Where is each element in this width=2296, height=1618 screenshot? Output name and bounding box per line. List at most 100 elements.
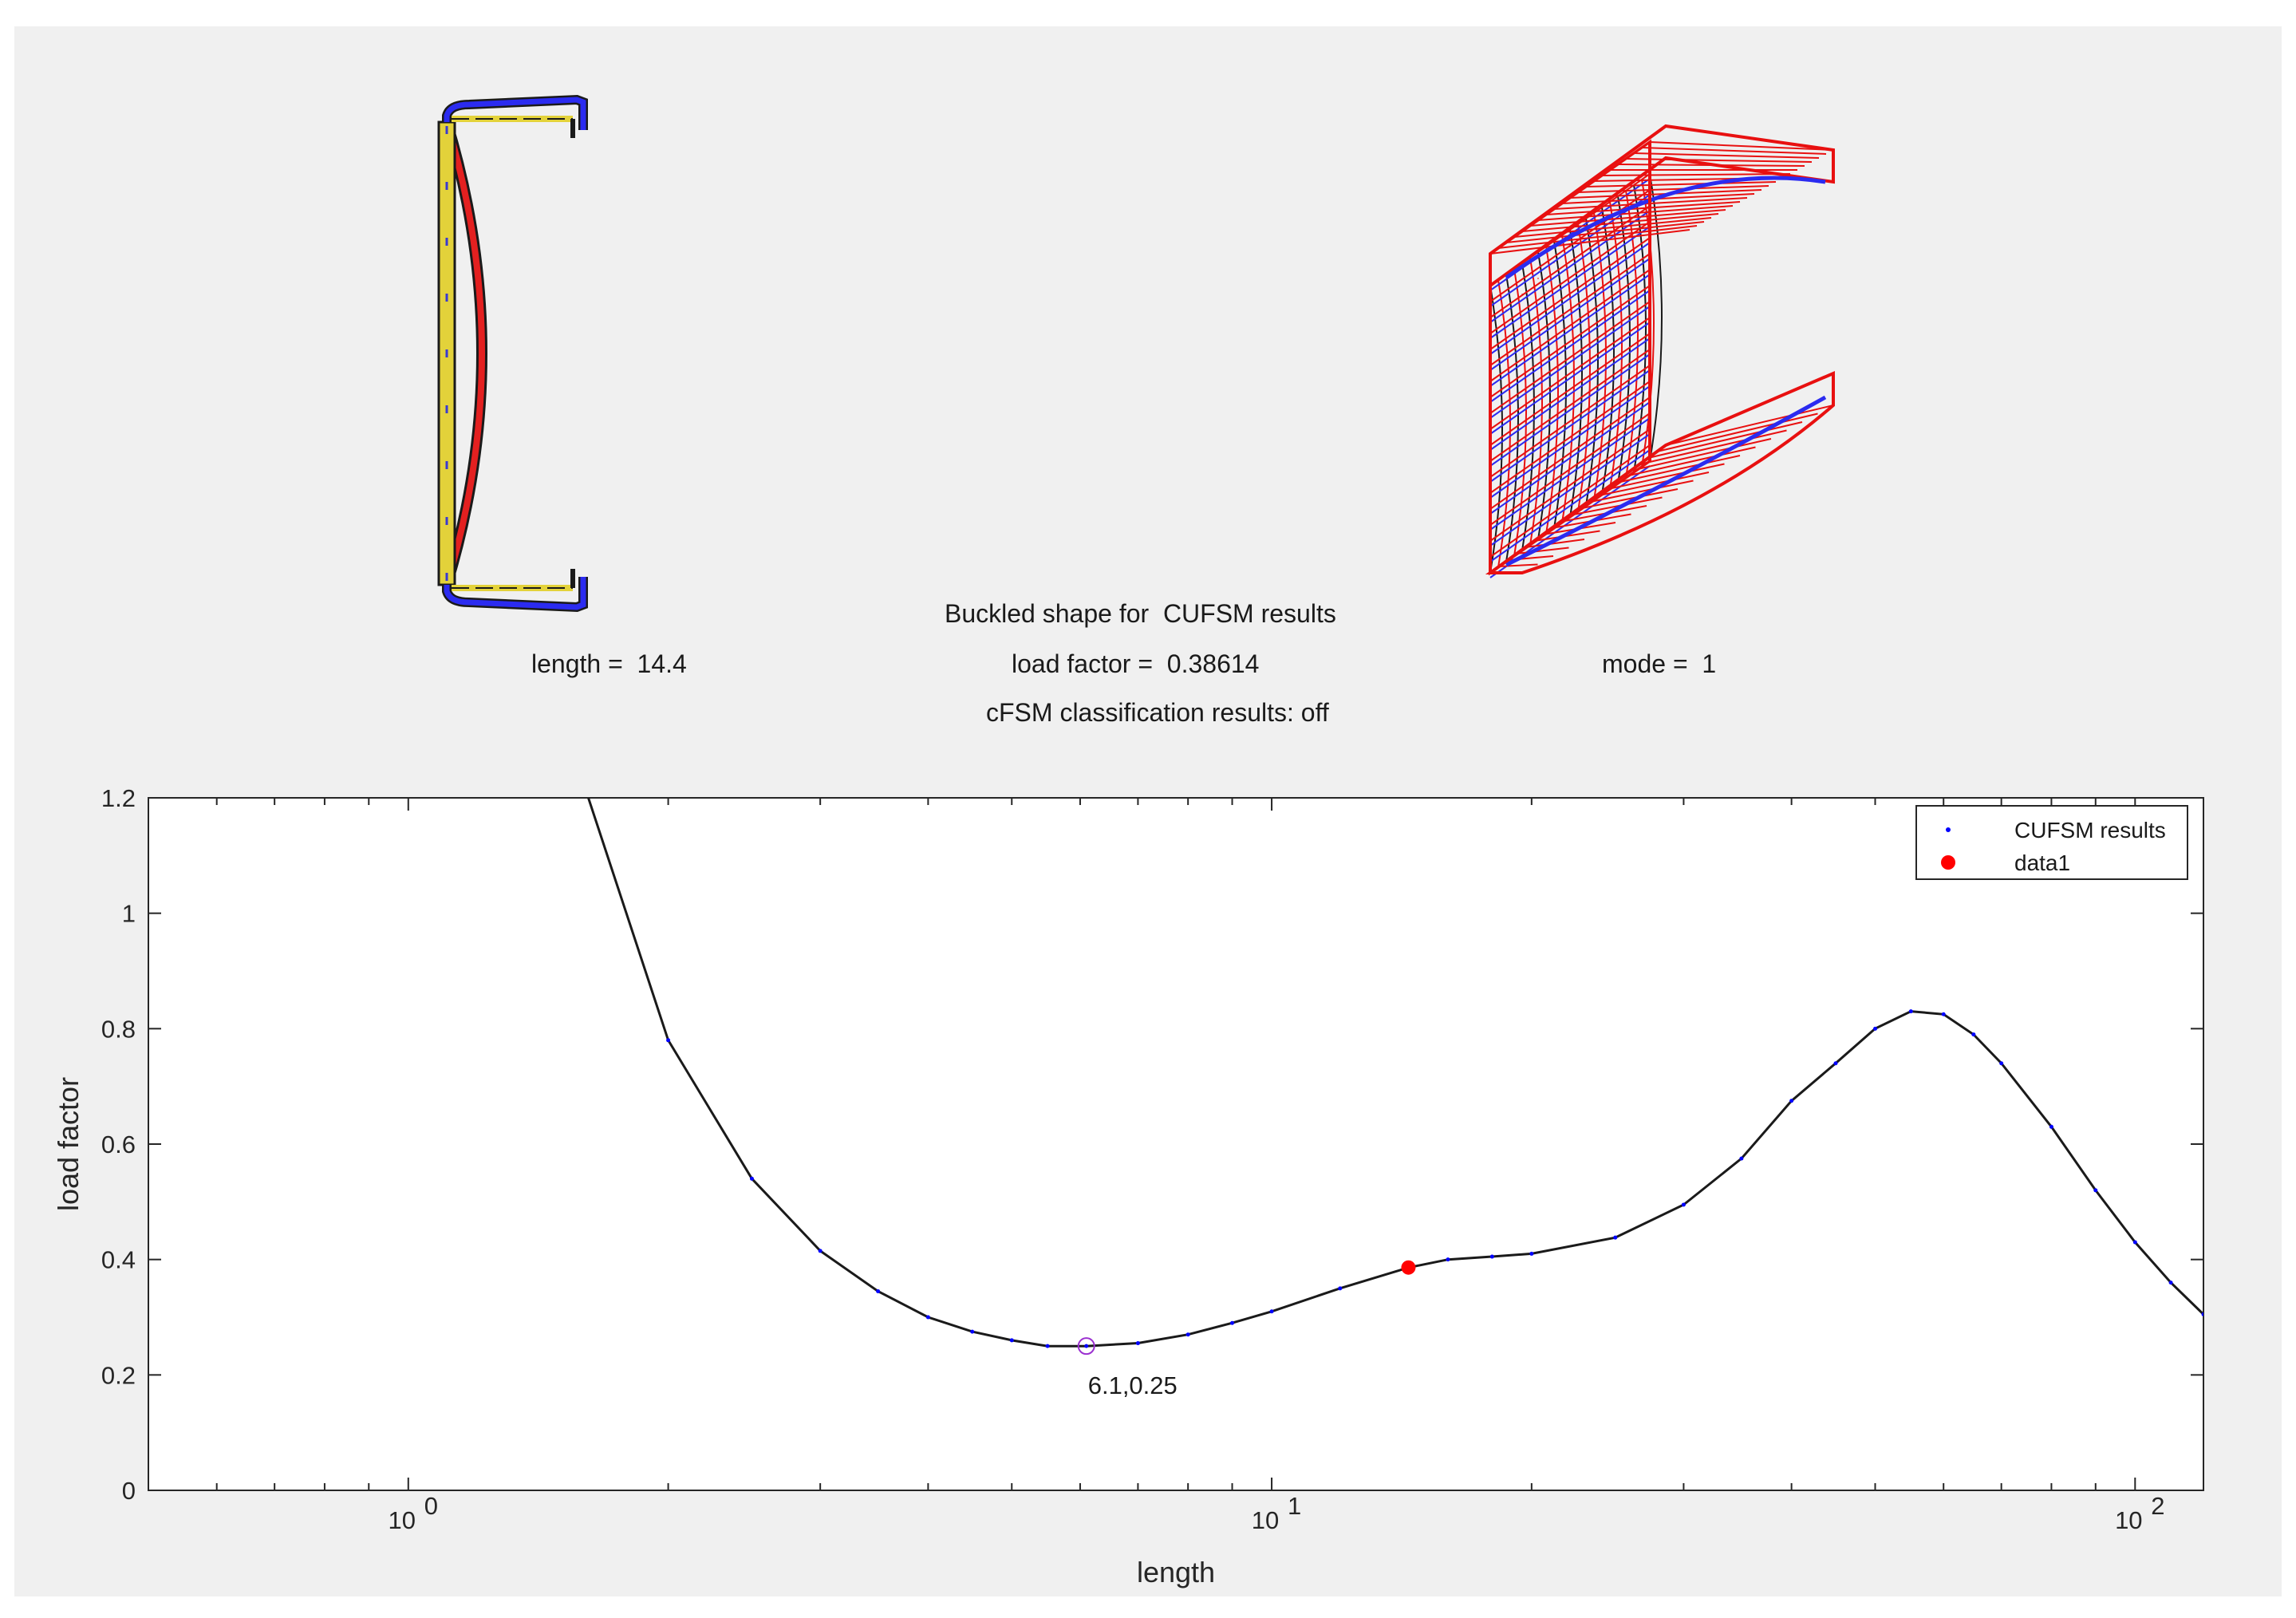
mesh-web-line (1489, 317, 1651, 430)
mesh-web-line (1537, 251, 1551, 540)
mode-readout: mode = 1 (1602, 649, 1717, 678)
minimum-marker (1077, 1337, 1095, 1356)
cufsm-results-point (1489, 1254, 1494, 1259)
legend-label-cufsm: CUFSM results (2014, 818, 2166, 843)
cufsm-results-point (666, 1038, 671, 1043)
mesh-web-line (1513, 268, 1527, 557)
mesh-flange-line (1521, 213, 1719, 232)
length-readout: length = 14.4 (531, 649, 687, 678)
mesh-flange-line (1529, 209, 1726, 227)
mesh-bottom-flange-line (1577, 488, 1679, 510)
mesh-flange-line (1641, 147, 1827, 155)
y-tick-label: 0 (122, 1477, 136, 1505)
x-tick-label: 10 (1252, 1506, 1279, 1534)
mesh-web-line (1489, 401, 1651, 515)
cufsm-results-point (1045, 1344, 1050, 1348)
mesh-web-line (1489, 417, 1651, 531)
y-tick-label: 0.6 (101, 1131, 136, 1158)
mesh-web-line (1489, 253, 1651, 366)
legend-label-data1: data1 (2014, 850, 2070, 875)
mesh-bottom-flange-line (1612, 455, 1741, 484)
data1-point (1401, 1260, 1416, 1275)
cufsm-results-line (586, 798, 2203, 1348)
buckled-web (444, 120, 485, 586)
mesh-bottom-flange-line (1656, 412, 1818, 452)
cufsm-results-point (1269, 1309, 1274, 1314)
cufsm-results-point (1789, 1099, 1794, 1103)
mesh-bottom-flange-line (1621, 446, 1756, 478)
mesh-flange-line (1537, 205, 1734, 221)
mesh-flange-line (1649, 141, 1834, 151)
cufsm-results-point (1873, 1026, 1878, 1031)
cufsm-results-point (1833, 1061, 1838, 1066)
mesh-web-line (1489, 189, 1651, 302)
mesh-web-line (1641, 179, 1655, 468)
cufsm-results-point (970, 1329, 975, 1334)
cufsm-results-point (2168, 1281, 2173, 1285)
mesh-bottom-flange-line (1568, 496, 1663, 516)
mesh-web-line (1489, 381, 1651, 494)
mesh-web-line (1489, 237, 1651, 350)
cufsm-results-point (2132, 1240, 2137, 1245)
legend: CUFSM results data1 (1915, 805, 2188, 880)
mesh-bottom-flange-line (1665, 404, 1834, 446)
cufsm-results-point (1009, 1338, 1014, 1343)
mesh-web-line (1577, 223, 1591, 512)
cufsm-results-point (1908, 1009, 1913, 1014)
y-tick-label: 0.8 (101, 1015, 136, 1043)
cufsm-results-point (1971, 1032, 1976, 1037)
x-tick-label-exponent: 1 (1288, 1492, 1301, 1520)
mesh-web-line (1585, 218, 1599, 507)
cufsm-results-point (1135, 1341, 1140, 1346)
mesh-bottom-flange-line (1525, 539, 1585, 548)
mesh-flange-line (1625, 158, 1813, 163)
mesh-bottom-flange-line (1595, 472, 1710, 497)
mesh-web-line (1489, 412, 1651, 526)
mesh-bottom-flange-line (1630, 438, 1772, 472)
mesh-web-line (1489, 385, 1651, 499)
mesh-web-line (1569, 229, 1583, 518)
mesh-web-line (1497, 279, 1511, 568)
mesh-flange-line (1489, 229, 1690, 255)
cufsm-results-point (1529, 1251, 1534, 1256)
mesh-top-flange-blue (1505, 176, 1826, 280)
mesh-web-line (1545, 246, 1559, 535)
cufsm-results-point (1941, 1012, 1946, 1016)
mesh-web-line (1489, 337, 1651, 451)
y-tick-label: 0.2 (101, 1361, 136, 1389)
mesh-web-line (1489, 353, 1651, 467)
mesh-web-line (1505, 274, 1519, 562)
mesh-flange-line (1505, 221, 1705, 243)
plot-area (148, 797, 2204, 1491)
cufsm-results-point (1084, 1344, 1089, 1348)
mesh-web-line (1489, 285, 1503, 574)
mesh-web-line (1489, 210, 1651, 323)
cufsm-results-point (2201, 1312, 2203, 1316)
x-tick-label-exponent: 2 (2151, 1492, 2164, 1520)
mesh-web-line (1593, 212, 1607, 501)
mesh-bottom-flange-line (1498, 563, 1538, 567)
mesh-flange-line (1601, 173, 1791, 176)
cross-section-buckled-shape (437, 94, 588, 613)
mesh-web-line (1489, 301, 1651, 414)
cufsm-results-point (1338, 1286, 1343, 1291)
mesh-web-line (1489, 258, 1651, 371)
mesh-bottom-flange-line (1586, 479, 1694, 503)
x-tick-label: 10 (2115, 1506, 2142, 1534)
mesh-flange-line (1577, 185, 1769, 193)
mesh-flange-line (1497, 225, 1698, 249)
mesh-bottom-flange-line (1516, 547, 1569, 554)
load-factor-readout: load factor = 0.38614 (1012, 649, 1260, 678)
mesh-flange-line (1585, 181, 1777, 187)
mesh-web-line (1489, 290, 1651, 403)
cufsm-results-point (749, 1176, 754, 1181)
mesh-web-line (1489, 274, 1651, 387)
mesh-web-line (1489, 433, 1651, 547)
mesh-web-line (1489, 242, 1651, 355)
mesh-web-line (1489, 369, 1651, 483)
y-axis-label: load factor (52, 1077, 85, 1211)
mesh-web-line (1489, 205, 1651, 318)
x-tick-label: 10 (389, 1506, 416, 1534)
mesh-web-line (1489, 397, 1651, 510)
